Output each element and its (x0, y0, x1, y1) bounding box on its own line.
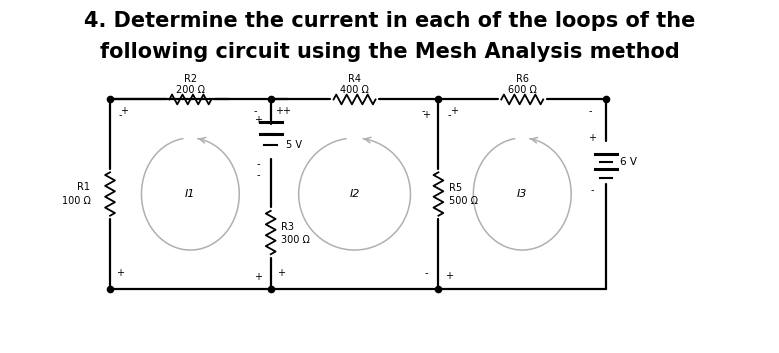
Text: 600 Ω: 600 Ω (508, 85, 537, 95)
Text: 4. Determine the current in each of the loops of the: 4. Determine the current in each of the … (84, 11, 695, 31)
Text: 300 Ω: 300 Ω (281, 234, 310, 245)
Text: R2: R2 (184, 74, 197, 84)
Text: +: + (254, 115, 263, 125)
Text: -: - (254, 106, 257, 116)
Text: +: + (117, 268, 125, 278)
Text: following circuit using the Mesh Analysis method: following circuit using the Mesh Analysi… (100, 42, 679, 62)
Text: I2: I2 (349, 189, 360, 199)
Text: +: + (277, 268, 285, 278)
Text: R4: R4 (348, 74, 361, 84)
Text: +: + (422, 110, 430, 120)
Text: -: - (590, 186, 594, 196)
Text: +: + (120, 106, 128, 116)
Text: +: + (449, 106, 458, 116)
Text: I1: I1 (185, 189, 196, 199)
Text: -: - (256, 159, 260, 169)
Text: -: - (256, 170, 260, 180)
Text: 200 Ω: 200 Ω (176, 85, 205, 95)
Text: +: + (282, 106, 290, 116)
Text: 6 V: 6 V (620, 157, 637, 167)
Text: -: - (118, 110, 122, 120)
Text: +: + (275, 106, 283, 116)
Text: 500 Ω: 500 Ω (449, 196, 478, 206)
Text: 5 V: 5 V (286, 140, 302, 150)
Text: I3: I3 (517, 189, 527, 199)
Text: -: - (421, 106, 425, 116)
Text: R6: R6 (516, 74, 529, 84)
Text: -: - (447, 110, 450, 120)
Text: +: + (588, 133, 596, 143)
Text: +: + (254, 273, 263, 282)
Text: -: - (424, 268, 428, 278)
Text: 100 Ω: 100 Ω (62, 196, 90, 206)
Text: +: + (445, 271, 453, 281)
Text: R1: R1 (77, 182, 90, 192)
Text: R5: R5 (449, 184, 462, 193)
Text: -: - (589, 106, 593, 116)
Text: R3: R3 (281, 222, 294, 232)
Text: 400 Ω: 400 Ω (340, 85, 369, 95)
